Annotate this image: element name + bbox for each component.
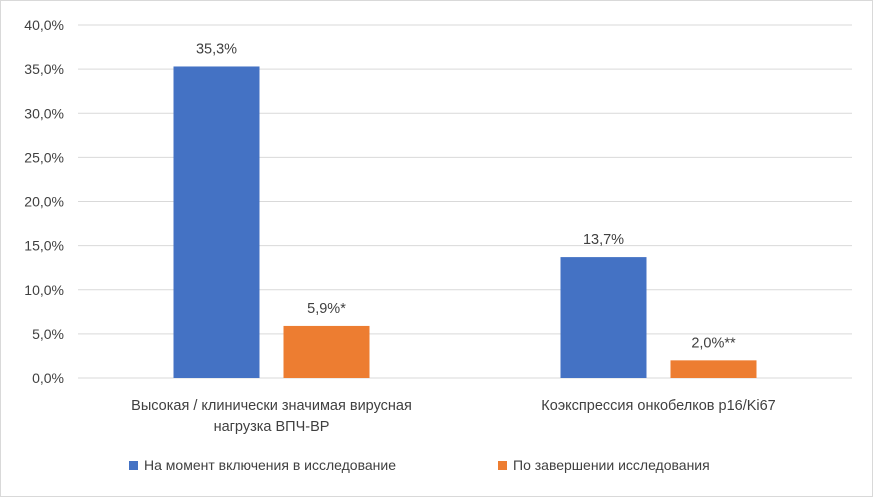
y-tick-label: 30,0%: [24, 105, 64, 121]
y-tick-label: 0,0%: [32, 370, 64, 386]
data-labels: 35,3% 13,7% 5,9%* 2,0%**: [196, 41, 736, 351]
legend: На момент включения в исследование По зав…: [129, 457, 710, 473]
data-label: 13,7%: [583, 232, 624, 248]
category-label: Высокая / клинически значимая вирусная: [131, 398, 412, 414]
bar-completion: [283, 325, 370, 378]
legend-swatch: [498, 461, 507, 470]
data-label: 35,3%: [196, 41, 237, 57]
y-tick-label: 5,0%: [32, 326, 64, 342]
y-tick-label: 15,0%: [24, 238, 64, 254]
legend-label: По завершении исследования: [513, 457, 710, 473]
y-tick-label: 10,0%: [24, 282, 64, 298]
y-tick-label: 40,0%: [24, 17, 64, 33]
category-labels: Высокая / клинически значимая вирусная на…: [131, 398, 776, 435]
bar-inclusion: [173, 66, 260, 378]
data-label: 5,9%*: [307, 301, 346, 317]
bars: [173, 66, 757, 378]
bar-completion: [670, 360, 757, 378]
category-label: нагрузка ВПЧ-ВР: [214, 419, 330, 435]
legend-swatch: [129, 461, 138, 470]
y-tick-label: 20,0%: [24, 194, 64, 210]
y-tick-label: 35,0%: [24, 61, 64, 77]
data-label: 2,0%**: [691, 335, 736, 351]
legend-label: На момент включения в исследование: [144, 457, 396, 473]
y-tick-label: 25,0%: [24, 149, 64, 165]
category-label: Коэкспрессия онкобелков p16/Ki67: [541, 398, 776, 414]
bar-inclusion: [560, 257, 647, 378]
y-axis-ticks: 0,0% 5,0% 10,0% 15,0% 20,0% 25,0% 30,0% 35,0% 40…: [24, 17, 64, 386]
